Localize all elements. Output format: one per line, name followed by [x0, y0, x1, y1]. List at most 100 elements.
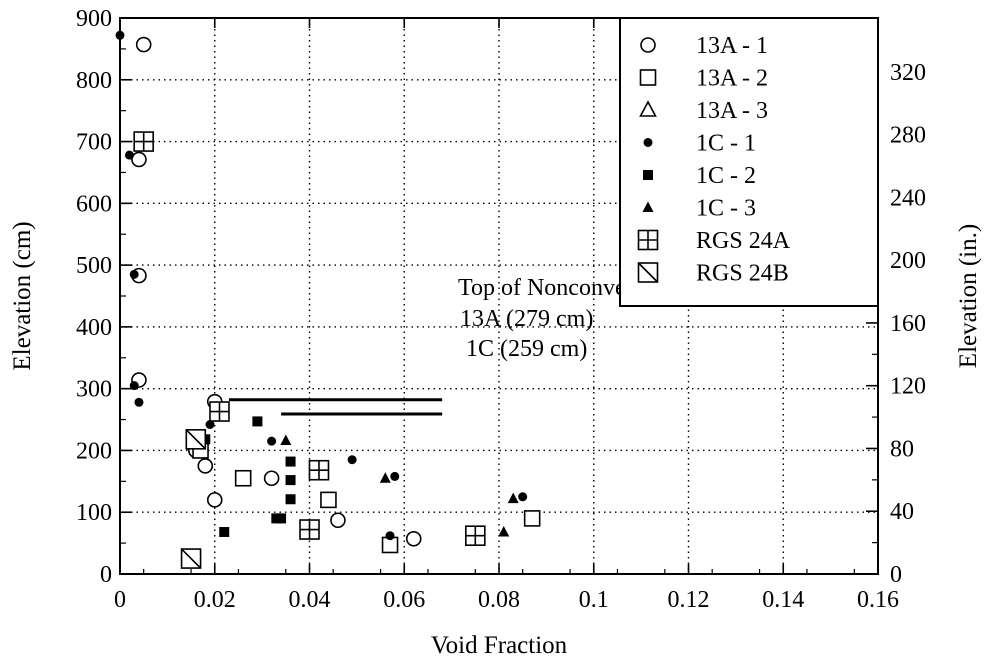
y-tick-label: 800: [76, 68, 112, 94]
x-tick-label: 0.04: [289, 587, 331, 613]
data-point: [134, 397, 144, 407]
series-rgs24b: [180, 429, 207, 569]
legend-box: [619, 17, 879, 307]
series-13a-2: [192, 442, 541, 554]
legend-label: 13A - 3: [696, 98, 768, 124]
legend-marker: [637, 262, 659, 283]
grid: [120, 18, 878, 574]
x-tick-label: 0.12: [668, 587, 710, 613]
data-point: [285, 494, 296, 505]
data-point: [498, 525, 510, 537]
y2-tick-label: 240: [890, 185, 926, 211]
x-tick-label: 0.14: [762, 587, 804, 613]
y-tick-label: 900: [76, 6, 112, 32]
x-tick-label: 0.06: [383, 587, 425, 613]
x-tick-label: 0.1: [579, 587, 609, 613]
y2-tick-label: 160: [890, 311, 926, 337]
legend-marker: [637, 229, 659, 251]
series-13a-1: [131, 36, 422, 547]
data-point: [129, 269, 139, 279]
data-point: [209, 401, 230, 422]
data-point: [185, 429, 207, 450]
legend-label: 1C - 1: [696, 131, 756, 157]
legend-label: RGS 24A: [696, 228, 791, 254]
y-axis-label: Elevation (cm): [9, 221, 36, 370]
data-point: [405, 530, 422, 547]
legend-marker: [643, 170, 653, 180]
y2-tick-label: 80: [890, 436, 914, 462]
annotation-13a-label: 13A (279 cm): [460, 306, 593, 332]
data-point: [518, 492, 528, 502]
data-point: [267, 436, 277, 446]
x-tick-label: 0.02: [194, 587, 236, 613]
data-point: [234, 469, 252, 487]
y-tick-label: 0: [100, 562, 112, 588]
legend-marker: [640, 37, 656, 53]
series-rgs24a: [133, 131, 486, 546]
data-point: [507, 492, 519, 504]
y-tick-label: 100: [76, 500, 112, 526]
series-1c-1: [115, 30, 528, 541]
x-tick-label: 0.08: [478, 587, 520, 613]
data-point: [115, 30, 125, 40]
legend-marker: [643, 138, 653, 147]
y-tick-label: 500: [76, 253, 112, 279]
y2-tick-label: 120: [890, 374, 926, 400]
y2-axis-label: Elevation (in.): [955, 224, 982, 368]
data-point: [347, 455, 357, 465]
series-1c-3: [280, 434, 519, 537]
data-point-diag: [185, 429, 206, 450]
annotation-1c-label: 1C (259 cm): [466, 336, 587, 362]
annotation-lines: [228, 398, 443, 416]
data-point: [219, 526, 230, 537]
legend-label: 13A - 2: [696, 66, 768, 92]
data-point: [276, 513, 287, 524]
legend-marker-diag: [637, 262, 659, 283]
y-tick-label: 200: [76, 438, 112, 464]
data-point: [180, 548, 202, 569]
y2-tick-label: 280: [890, 123, 926, 149]
data-point: [133, 131, 154, 152]
data-point: [135, 36, 152, 53]
data-point: [385, 531, 395, 541]
data-point: [379, 472, 391, 483]
data-point: [205, 419, 215, 429]
legend: 13A - 1 13A - 2 13A - 3 1C - 1 1C - 2 1C - 3 R…: [619, 17, 879, 307]
data-point: [124, 150, 134, 160]
data-point-diag: [180, 548, 202, 569]
legend-label: RGS 24B: [696, 261, 789, 287]
data-point: [465, 525, 486, 546]
y-tick-label: 400: [76, 315, 112, 341]
data-points: [115, 30, 541, 569]
legend-marker: [639, 69, 657, 86]
legend-label: 1C - 3: [696, 196, 756, 222]
data-point: [320, 491, 337, 509]
data-point: [330, 512, 346, 529]
data-point: [280, 434, 292, 446]
x-tick-label: 0: [114, 587, 126, 613]
x-axis-label: Void Fraction: [431, 632, 568, 659]
data-point: [285, 475, 296, 486]
y2-tick-label: 40: [890, 499, 914, 525]
y-tick-label: 700: [76, 130, 112, 156]
y-tick-label: 600: [76, 191, 112, 217]
data-point: [308, 459, 330, 481]
legend-marker: [639, 100, 657, 117]
data-point: [263, 470, 280, 487]
data-point: [252, 416, 263, 427]
data-point: [523, 510, 541, 527]
y2-tick-label: 320: [890, 60, 926, 86]
y2-tick-label: 0: [890, 562, 902, 588]
data-point: [131, 151, 147, 168]
y2-tick-label: 200: [890, 248, 926, 274]
legend-label: 1C - 2: [696, 163, 756, 189]
y-tick-label: 300: [76, 377, 112, 403]
data-point: [129, 381, 139, 391]
data-point: [285, 456, 296, 467]
data-point: [206, 492, 223, 508]
data-point: [390, 471, 400, 481]
legend-marker: [642, 201, 654, 212]
data-point: [197, 458, 214, 474]
legend-label: 13A - 1: [696, 33, 768, 59]
